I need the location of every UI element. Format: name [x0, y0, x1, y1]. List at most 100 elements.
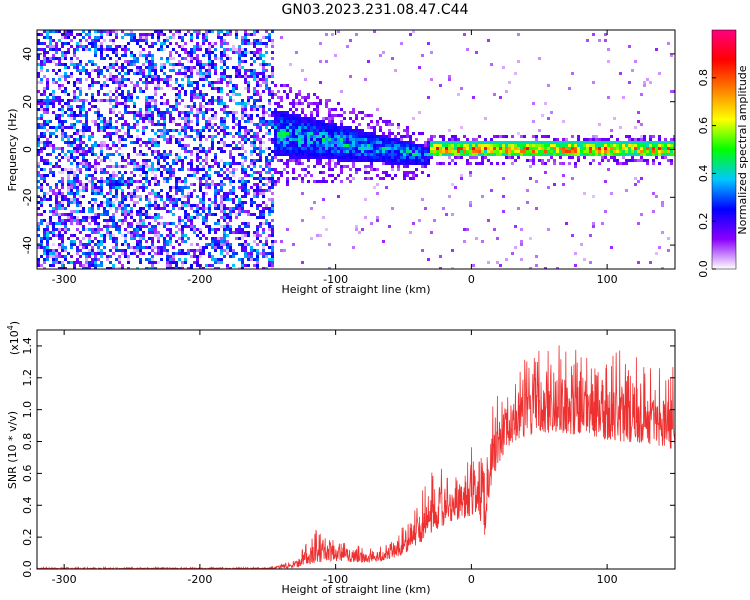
- spectrogram-cell: [412, 222, 415, 225]
- spectrogram-cell: [268, 153, 271, 156]
- spectrogram-cell: [139, 138, 142, 141]
- spectrogram-cell: [610, 135, 613, 138]
- spectrogram-cell: [100, 177, 103, 180]
- spectrogram-cell: [154, 78, 157, 81]
- spectrogram-cell: [271, 51, 274, 54]
- spectrogram-cell: [208, 150, 211, 153]
- spectrogram-cell: [199, 186, 202, 189]
- spectrogram-cell: [52, 255, 55, 258]
- spectrogram-cell: [91, 135, 94, 138]
- spectrogram-cell: [316, 114, 319, 117]
- spectrogram-cell: [385, 141, 388, 144]
- spectrogram-cell: [385, 153, 388, 156]
- spectrogram-cell: [88, 126, 91, 129]
- spectrogram-cell: [364, 168, 367, 171]
- spectrogram-cell: [484, 147, 487, 150]
- spectrogram-cell: [355, 138, 358, 141]
- spectrogram-cell: [304, 138, 307, 141]
- spectrogram-cell: [166, 168, 169, 171]
- spectrogram-cell: [157, 108, 160, 111]
- spectrogram-cell: [319, 60, 322, 63]
- spectrogram-cell: [139, 237, 142, 240]
- spectrogram-cell: [262, 195, 265, 198]
- spectrogram-cell: [280, 105, 283, 108]
- spectrogram-cell: [244, 264, 247, 267]
- spectrogram-cell: [364, 177, 367, 180]
- spectrogram-cell: [226, 105, 229, 108]
- spectrogram-cell: [97, 30, 100, 33]
- spectrogram-cell: [55, 57, 58, 60]
- spectrogram-cell: [460, 141, 463, 144]
- spectrogram-cell: [391, 153, 394, 156]
- spectrogram-cell: [136, 222, 139, 225]
- spectrogram-cell: [244, 81, 247, 84]
- spectrogram-cell: [226, 264, 229, 267]
- spectrogram-cell: [145, 126, 148, 129]
- spectrogram-cell: [184, 258, 187, 261]
- spectrogram-cell: [148, 108, 151, 111]
- spectrogram-cell: [253, 141, 256, 144]
- spectrogram-cell: [427, 153, 430, 156]
- spectrogram-cell: [220, 243, 223, 246]
- spectrogram-cell: [490, 144, 493, 147]
- spectrogram-cell: [628, 141, 631, 144]
- spectrogram-cell: [163, 111, 166, 114]
- spectrogram-cell: [85, 114, 88, 117]
- spectrogram-cell: [286, 177, 289, 180]
- spectrogram-cell: [541, 147, 544, 150]
- spectrogram-cell: [76, 192, 79, 195]
- spectrogram-cell: [139, 78, 142, 81]
- spectrogram-cell: [244, 105, 247, 108]
- spectrogram-cell: [304, 99, 307, 102]
- spectrogram-cell: [301, 168, 304, 171]
- spectrogram-cell: [220, 147, 223, 150]
- spectrogram-cell: [163, 153, 166, 156]
- spectrogram-cell: [43, 234, 46, 237]
- spectrogram-cell: [409, 171, 412, 174]
- spectrogram-cell: [136, 129, 139, 132]
- spectrogram-cell: [259, 225, 262, 228]
- spectrogram-cell: [214, 159, 217, 162]
- spectrogram-cell: [295, 150, 298, 153]
- spectrogram-cell: [286, 147, 289, 150]
- spectrogram-cell: [109, 78, 112, 81]
- spectrogram-cell: [169, 165, 172, 168]
- spectrogram-cell: [211, 30, 214, 33]
- spectrogram-cell: [166, 141, 169, 144]
- spectrogram-cell: [385, 186, 388, 189]
- spectrogram-cell: [49, 249, 52, 252]
- spectrogram-cell: [373, 126, 376, 129]
- spectrogram-cell: [70, 57, 73, 60]
- spectrogram-cell: [106, 177, 109, 180]
- spectrogram-cell: [49, 36, 52, 39]
- spectrogram-cell: [559, 153, 562, 156]
- spectrogram-cell: [196, 69, 199, 72]
- spectrogram-cell: [235, 147, 238, 150]
- spectrogram-cell: [601, 141, 604, 144]
- spectrogram-cell: [247, 138, 250, 141]
- spectrogram-cell: [94, 63, 97, 66]
- spectrogram-cell: [55, 228, 58, 231]
- spectrogram-cell: [163, 207, 166, 210]
- spectrogram-cell: [133, 90, 136, 93]
- spectrogram-cell: [439, 147, 442, 150]
- spectrogram-cell: [163, 156, 166, 159]
- spectrogram-cell: [154, 90, 157, 93]
- spectrogram-cell: [130, 39, 133, 42]
- spectrogram-cell: [124, 105, 127, 108]
- spectrogram-cell: [211, 165, 214, 168]
- spectrogram-cell: [262, 78, 265, 81]
- spectrogram-cell: [217, 57, 220, 60]
- spectrogram-cell: [571, 141, 574, 144]
- spectrogram-cell: [640, 213, 643, 216]
- spectrogram-cell: [175, 198, 178, 201]
- spectrogram-cell: [313, 93, 316, 96]
- spectrogram-cell: [517, 33, 520, 36]
- spectrogram-cell: [76, 147, 79, 150]
- spectrogram-cell: [124, 96, 127, 99]
- spectrogram-cell: [352, 153, 355, 156]
- spectrogram-cell: [208, 210, 211, 213]
- spectrogram-cell: [223, 135, 226, 138]
- spectrogram-cell: [196, 54, 199, 57]
- spectrogram-cell: [382, 144, 385, 147]
